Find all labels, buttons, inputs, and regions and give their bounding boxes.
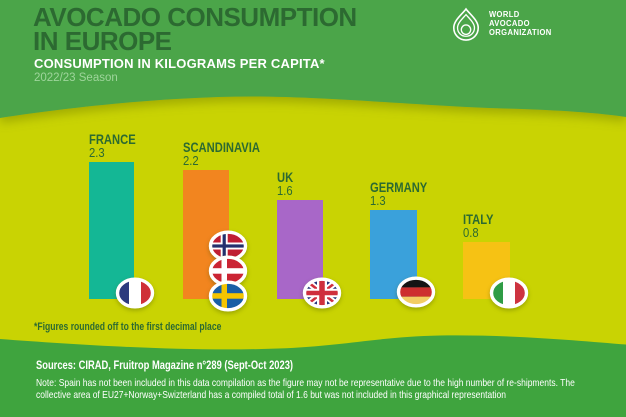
page-title: AVOCADO CONSUMPTION IN EUROPE [33, 2, 357, 56]
wao-logo: WORLD AVOCADO ORGANIZATION [450, 6, 555, 43]
title-line2: IN EUROPE [33, 26, 172, 56]
bar-france [89, 162, 134, 299]
footnote: *Figures rounded off to the first decima… [34, 321, 222, 333]
sources-line: Sources: CIRAD, Fruitrop Magazine n°289 … [36, 358, 294, 372]
note-text: Note: Spain has not been included in thi… [36, 377, 575, 402]
logo-line2: AVOCADO [489, 19, 530, 28]
flag-sweden-icon [206, 278, 250, 319]
country-name-italy: ITALY [463, 211, 494, 227]
country-name-scandinavia: SCANDINAVIA [183, 139, 260, 155]
logo-line1: WORLD [489, 10, 520, 19]
flag-germany-icon [394, 274, 438, 315]
bar-label-france: FRANCE 2.3 [89, 132, 147, 160]
header-wave [0, 0, 626, 118]
logo-text: WORLD AVOCADO ORGANIZATION [489, 10, 552, 37]
title-line1: AVOCADO CONSUMPTION [33, 2, 357, 32]
country-value-scandinavia: 2.2 [183, 154, 199, 168]
bar-label-uk: UK 1.6 [277, 170, 297, 198]
page-subtitle: CONSUMPTION IN KILOGRAMS PER CAPITA* [34, 56, 325, 71]
flag-france-icon [113, 275, 157, 316]
logo-line3: ORGANIZATION [489, 28, 552, 37]
flag-norway-icon [206, 228, 250, 269]
bar-label-scandinavia: SCANDINAVIA 2.2 [183, 140, 279, 168]
footer-wave [0, 335, 626, 417]
country-value-germany: 1.3 [370, 194, 386, 208]
flag-italy-icon [487, 275, 531, 316]
season-label: 2022/23 Season [34, 72, 118, 84]
avocado-icon [452, 7, 480, 41]
bar-label-italy: ITALY 0.8 [463, 212, 501, 240]
country-value-italy: 0.8 [463, 226, 479, 240]
country-value-uk: 1.6 [277, 184, 293, 198]
country-name-germany: GERMANY [370, 179, 428, 195]
bar-label-germany: GERMANY 1.3 [370, 180, 442, 208]
country-value-france: 2.3 [89, 146, 105, 160]
country-name-france: FRANCE [89, 131, 136, 147]
flag-uk-icon [300, 275, 344, 316]
country-name-uk: UK [277, 169, 294, 185]
flag-denmark-icon [206, 253, 250, 294]
